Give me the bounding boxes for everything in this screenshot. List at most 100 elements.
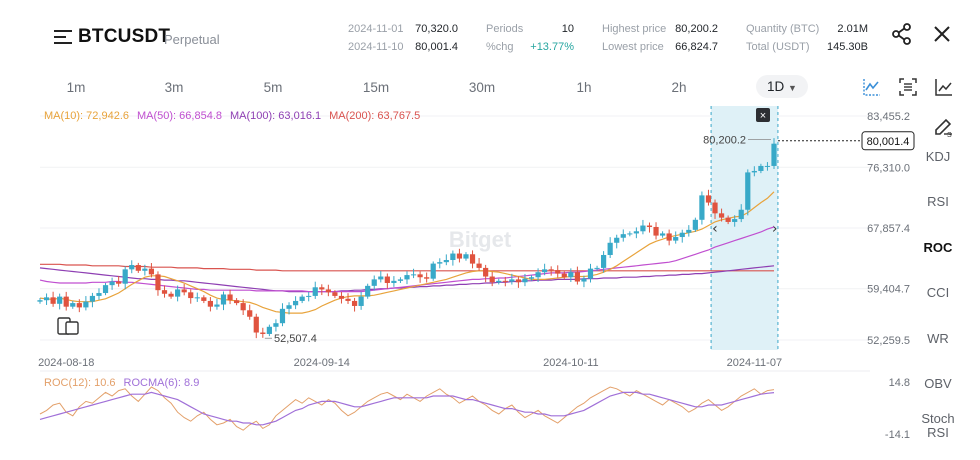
candle-body (135, 265, 141, 271)
close-icon[interactable] (930, 22, 954, 46)
fullscreen-icon[interactable] (57, 317, 79, 335)
candle-body (142, 268, 148, 271)
share-icon[interactable] (890, 22, 914, 46)
candle-body (469, 254, 476, 264)
candle-body (194, 297, 200, 299)
candle-body (312, 287, 318, 296)
candle-body (522, 278, 528, 283)
ma100-line (39, 265, 775, 293)
lowest-price-value: 66,824.7 (675, 41, 718, 53)
ma200-line (40, 263, 774, 272)
candle-body (528, 277, 535, 279)
candle-body (358, 296, 364, 306)
timeframe-selector[interactable]: 1D ▼ (756, 75, 808, 98)
chart-line-toggle-icon[interactable] (863, 78, 881, 96)
candle-body (659, 233, 666, 236)
price-axis-label: 83,455.2 (867, 111, 910, 123)
highest-price-label: Highest price (602, 23, 667, 35)
indicator-wr[interactable]: WR (927, 331, 949, 346)
candle-body (443, 260, 449, 263)
candle-body (155, 274, 161, 291)
menu-icon[interactable] (54, 29, 72, 45)
roc-legend-item: ROC(12): 10.6 (44, 377, 116, 389)
indicator-cci[interactable]: CCI (926, 285, 950, 300)
candle-body (535, 272, 541, 278)
range-end-date: 2024-11-10 (348, 41, 404, 53)
candle-body (587, 268, 594, 279)
timeframe-1h[interactable]: 1h (576, 80, 592, 95)
timeframe-30m[interactable]: 30m (468, 80, 496, 95)
price-axis-label: 59,404.7 (867, 284, 910, 296)
candle-body (286, 305, 292, 309)
candle-body (96, 293, 102, 296)
candle-body (148, 268, 155, 275)
candle-body (673, 237, 679, 241)
indicator-stoch-rsi[interactable]: Stoch RSI (921, 412, 955, 439)
candle-body (601, 254, 607, 268)
candle-body (37, 300, 43, 302)
roc-line (39, 386, 775, 431)
candle-body (188, 292, 194, 299)
current-price-label: 80,001.4 (867, 136, 910, 148)
candle-body (351, 300, 358, 306)
candle-body (476, 263, 482, 268)
range-start-price: 70,320.0 (415, 23, 458, 35)
ma-legend-item: MA(50): 66,854.8 (137, 110, 222, 122)
candle-body (116, 281, 122, 284)
date-axis-label: 2024-09-14 (294, 357, 350, 369)
timeframe-1m[interactable]: 1m (66, 80, 86, 95)
highest-price-value: 80,200.2 (675, 23, 718, 35)
candle-body (686, 229, 692, 233)
candle-body (699, 195, 705, 220)
active-timeframe: 1D (767, 79, 785, 94)
ma-legend-item: MA(200): 63,767.5 (329, 110, 420, 122)
candle-body (712, 202, 718, 214)
draw-tool-icon[interactable]: S (932, 116, 954, 138)
candle-body (325, 289, 331, 293)
lowest-price-label: Lowest price (602, 41, 664, 53)
candle-body (732, 219, 738, 222)
indicator-rsi[interactable]: RSI (927, 194, 949, 209)
candle-body (607, 242, 613, 255)
indicator-obv[interactable]: OBV (924, 376, 952, 391)
candle-body (496, 280, 502, 283)
candle-body (627, 233, 633, 235)
candle-body (463, 254, 469, 259)
candle-body (175, 289, 181, 297)
candle-body (574, 272, 580, 282)
candle-body (70, 303, 76, 307)
indicator-roc[interactable]: ROC (923, 240, 953, 255)
candle-body (306, 295, 312, 297)
price-axis-label: 52,259.5 (867, 335, 910, 347)
scan-icon[interactable] (899, 78, 917, 96)
caret-down-icon: ▼ (788, 83, 797, 93)
candle-body (122, 269, 128, 284)
high-marker-label: 80,200.2 (703, 134, 746, 146)
change-label: %chg (486, 41, 514, 53)
timeframe-2h[interactable]: 2h (671, 80, 687, 95)
candle-body (260, 332, 266, 334)
timeframe-3m[interactable]: 3m (164, 80, 184, 95)
watermark: Bitget (449, 227, 512, 252)
candle-body (57, 296, 63, 304)
indicator-kdj[interactable]: KDJ (925, 149, 951, 164)
candle-body (758, 165, 764, 171)
change-value: +13.77% (530, 41, 574, 53)
candle-body (718, 213, 725, 218)
candle-body (365, 285, 371, 297)
roc-legend-item: ROCMA(6): 8.9 (124, 377, 200, 389)
candle-body (397, 279, 404, 281)
timeframe-5m[interactable]: 5m (263, 80, 283, 95)
roc-axis-label: 14.8 (889, 377, 910, 389)
candle-body (653, 226, 659, 236)
candle-body (751, 170, 757, 173)
symbol-title[interactable]: BTCUSDT (78, 26, 171, 47)
candle-body (666, 233, 672, 241)
candle-body (253, 316, 259, 333)
range-start-date: 2024-11-01 (348, 23, 404, 35)
price-chart[interactable]: 83,455.2 76,310.0 67,857.4 59,404.7 52,259.5… (0, 100, 980, 450)
indicator-chart-icon[interactable] (935, 78, 953, 96)
selection-close-icon: × (760, 110, 766, 122)
candle-body (745, 172, 751, 210)
timeframe-15m[interactable]: 15m (362, 80, 390, 95)
